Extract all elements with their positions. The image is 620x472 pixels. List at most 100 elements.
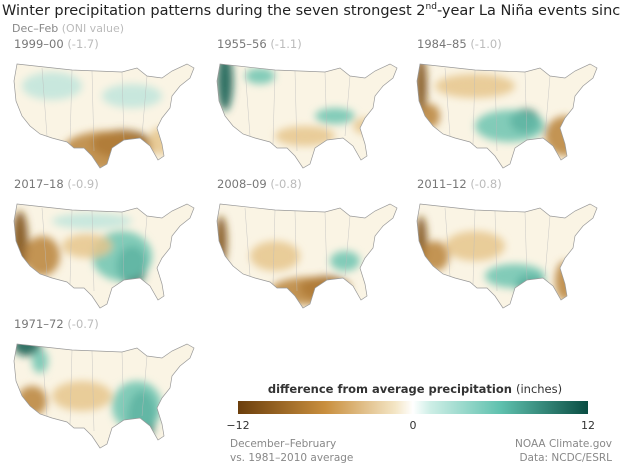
colorbar-tick: 0 [410,419,417,432]
anomaly [250,241,300,271]
state-border [69,209,73,285]
anomaly [102,84,162,108]
state-border [141,75,148,137]
anomaly [353,118,377,134]
state-border [244,67,251,137]
state-border [121,351,125,421]
state-border [91,70,95,152]
footer-note: vs. 1981–2010 average [230,452,353,464]
state-border [121,71,125,141]
subtitle: Dec–Feb (ONI value) [12,22,124,35]
us-map [13,343,195,449]
panel-label: 1984–85 (-1.0) [417,37,502,51]
anomaly [485,264,545,288]
title-text: Winter precipitation patterns during the… [2,3,426,19]
panel-oni: (-0.8) [270,177,301,191]
state-border [41,207,48,277]
state-border [324,71,328,141]
us-map [416,63,598,169]
us-map [216,63,398,169]
us-fill [217,64,397,168]
panel-label: 1999–00 (-1.7) [14,37,99,51]
subtitle-note: (ONI value) [62,22,124,35]
panel-oni: (-1.1) [270,37,301,51]
anomaly [445,231,505,261]
anomaly [112,381,162,431]
state-border [494,210,498,292]
state-border [472,69,476,145]
precip-anomaly [217,64,377,152]
precip-anomaly [14,344,162,441]
subtitle-period: Dec–Feb [12,22,58,35]
panel-label: 2017–18 (-0.9) [14,177,99,191]
state-border [524,211,528,281]
anomaly-blobs [14,344,162,441]
footer-note: December–February [230,438,336,450]
anomaly [14,344,41,356]
panel-oni: (-0.9) [67,177,98,191]
state-border [444,207,451,277]
legend-unit: (inches) [516,382,562,396]
state-border [41,67,48,137]
panel-years: 1971–72 [14,317,64,331]
anomaly [62,131,152,168]
anomaly [545,116,585,156]
state-border [444,67,451,137]
panel-years: 1955–56 [217,37,267,51]
title-sup: nd [426,2,437,12]
anomaly [245,68,275,84]
panel-label: 1955–56 (-1.1) [217,37,302,51]
state-border [41,347,48,417]
state-border [141,215,148,277]
anomaly [17,386,47,416]
state-border [294,70,298,152]
title-text: -year La Niña events since 1950 [437,3,620,19]
state-border [141,355,148,417]
panel-years: 2011–12 [417,177,467,191]
state-border [244,207,251,277]
state-border [344,215,351,277]
anomaly [32,349,48,373]
anomaly [270,277,350,305]
state-border [344,75,351,137]
footer-credit: Data: NCDC/ESRL [519,452,612,464]
colorbar [238,401,588,414]
panel-label: 2008–09 (-0.8) [217,177,302,191]
anomaly [148,127,176,155]
panel-label: 2011–12 (-0.8) [417,177,502,191]
map-panel: 2017–18 (-0.9) [13,177,195,309]
state-border [324,211,328,281]
map-panel: 2011–12 (-0.8) [416,177,598,309]
panel-oni: (-1.0) [470,37,501,51]
anomaly [217,216,227,266]
legend-title-text: difference from average precipitation [268,382,512,396]
panel-years: 2017–18 [14,177,64,191]
us-map [13,203,195,309]
map-panel: 1999–00 (-1.7) [13,37,195,169]
state-border [69,349,73,425]
anomaly [62,234,112,258]
anomaly [435,74,515,98]
state-border [69,69,73,145]
us-map [416,203,598,309]
state-border [544,75,551,137]
map-panel: 1984–85 (-1.0) [416,37,598,169]
us-map [13,63,195,169]
anomaly [22,72,82,100]
colorbar-tick: −12 [226,419,249,432]
panel-years: 2008–09 [217,177,267,191]
map-panel: 2008–09 (-0.8) [216,177,398,309]
state-border [121,211,125,281]
state-border [472,209,476,285]
anomaly [275,126,335,146]
anomaly [475,110,545,142]
panel-oni: (-0.7) [67,317,98,331]
state-border [544,215,551,277]
panel-oni: (-0.8) [470,177,501,191]
anomaly-blobs [217,64,377,146]
state-border [524,71,528,141]
panel-years: 1999–00 [14,37,64,51]
panel-oni: (-1.7) [67,37,98,51]
anomaly [24,236,60,276]
